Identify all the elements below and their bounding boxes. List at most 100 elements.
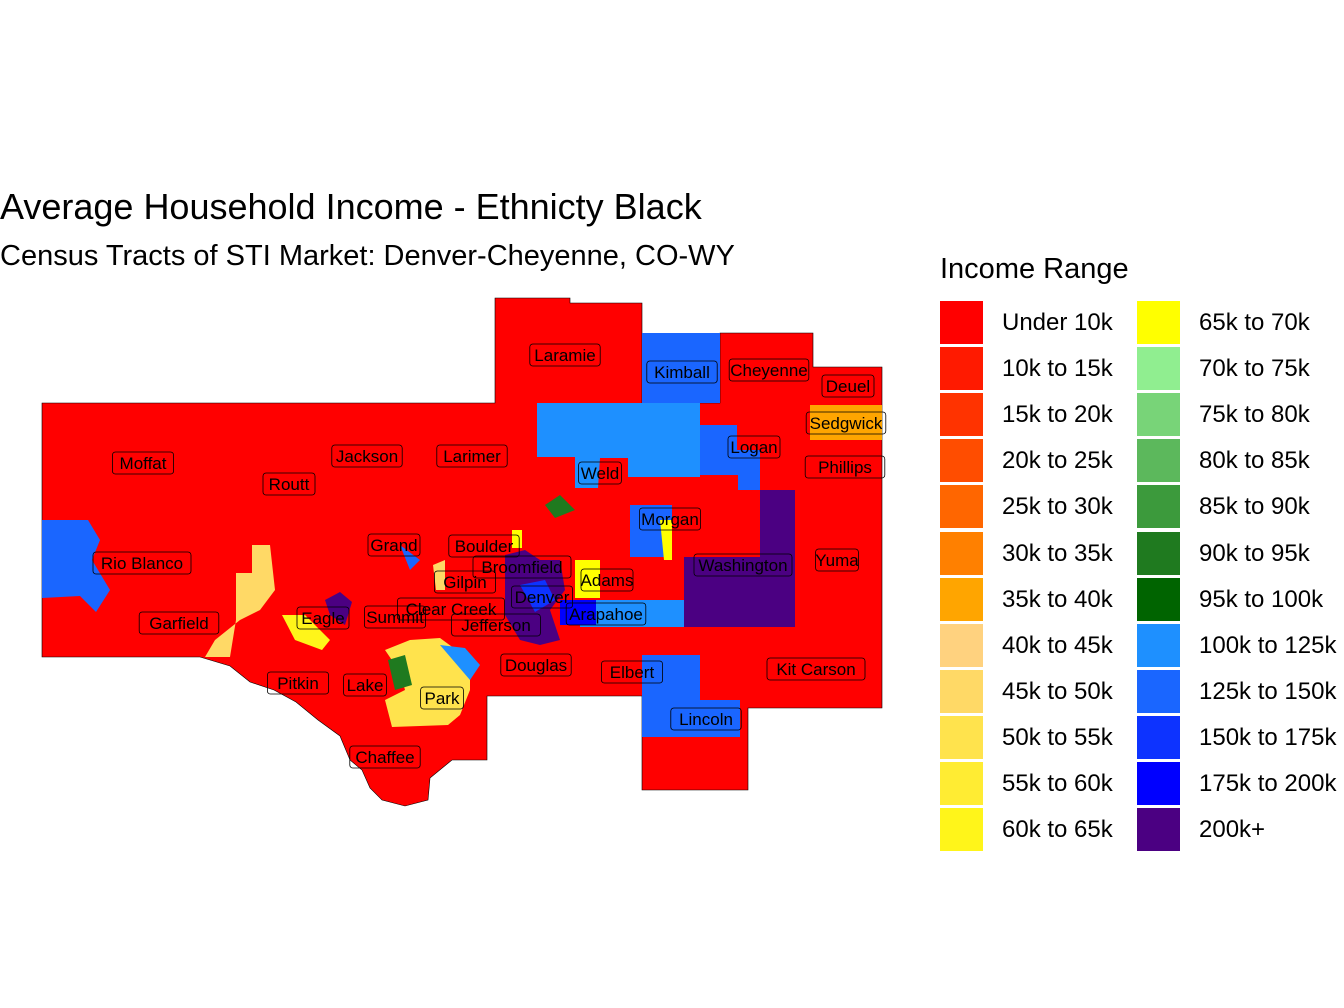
legend-swatch	[940, 393, 983, 437]
choropleth-map: Laramie Kimball Cheyenne Deuel Sedgwick Logan…	[41, 297, 887, 807]
legend-label: 35k to 40k	[1002, 585, 1113, 613]
legend-swatch	[940, 808, 983, 852]
county-label-box	[766, 657, 866, 681]
legend-label: 100k to 125k	[1199, 631, 1337, 659]
legend-swatch	[940, 762, 983, 805]
legend-swatch	[940, 485, 983, 529]
legend-label: 80k to 85k	[1199, 447, 1310, 475]
legend-label: 175k to 200k	[1199, 770, 1337, 797]
county-label: Sedgwick	[805, 411, 887, 435]
legend-label: 10k to 15k	[1002, 355, 1113, 383]
legend-title: Income Range	[940, 253, 1129, 285]
county-label: Lincoln	[670, 707, 742, 731]
county-label-text: Cheyenne	[730, 361, 808, 380]
legend-swatch	[1137, 485, 1180, 529]
tract-larimer-green	[545, 495, 575, 518]
legend-label: 25k to 30k	[1002, 493, 1113, 521]
legend-label: 70k to 75k	[1199, 355, 1310, 383]
county-label-text: Routt	[269, 475, 310, 494]
county-label-box	[510, 585, 573, 609]
county-label: Morgan	[639, 507, 702, 531]
county-label-text: Arapahoe	[569, 605, 643, 624]
county-label: Washington	[693, 553, 793, 577]
county-label-text: Washington	[698, 556, 787, 575]
legend-label: 75k to 80k	[1199, 401, 1310, 429]
legend-label: 15k to 20k	[1002, 401, 1113, 429]
tract-garfield	[205, 545, 275, 657]
county-label-text: Denver	[515, 588, 570, 607]
county-label-text: Yuma	[815, 551, 859, 570]
tract-boulder-yellow	[512, 530, 522, 548]
county-label-text: Adams	[581, 571, 634, 590]
county-label-text: Elbert	[610, 663, 655, 682]
tract-lake-green	[388, 655, 412, 690]
county-label-text: Boulder	[455, 537, 514, 556]
county-label-text: Lake	[347, 676, 384, 695]
county-label-text: Douglas	[505, 656, 567, 675]
county-label: Yuma	[815, 548, 859, 572]
county-label-text: Weld	[581, 464, 619, 483]
county-label-box	[112, 451, 175, 475]
legend-swatch	[940, 347, 983, 391]
legend-label: 125k to 150k	[1199, 677, 1337, 705]
county-label: Deuel	[821, 374, 875, 398]
county-label-box	[363, 605, 426, 629]
county-label-text: Jackson	[336, 447, 398, 466]
county-label: Denver	[510, 585, 573, 609]
legend-swatch	[1137, 301, 1180, 344]
county-label: Cheyenne	[728, 358, 810, 382]
county-label-box	[804, 455, 886, 479]
county-label-box	[331, 444, 403, 468]
legend-swatch	[1137, 347, 1180, 391]
county-label-box	[472, 555, 572, 579]
tract-morgan	[630, 505, 672, 557]
county-label-box	[436, 444, 508, 468]
county-label-text: Larimer	[443, 447, 501, 466]
county-label-text: Kit Carson	[776, 660, 855, 679]
county-label-box	[693, 553, 793, 577]
county-label-box	[821, 374, 875, 398]
tract-arapahoe-east	[580, 600, 684, 627]
tract-arapahoe-blue	[560, 600, 596, 625]
county-label-text: Sedgwick	[810, 414, 883, 433]
county-label-text: Eagle	[301, 609, 344, 628]
legend-swatch	[940, 531, 983, 575]
county-label-text: Garfield	[149, 614, 209, 633]
county-label: Phillips	[804, 455, 886, 479]
county-label-box	[580, 568, 634, 592]
legend-label: 40k to 45k	[1002, 631, 1113, 659]
county-label: Garfield	[138, 611, 220, 635]
county-label-text: Park	[425, 689, 460, 708]
county-label: Weld	[578, 461, 622, 485]
tract-washington	[684, 490, 795, 627]
county-label-box	[670, 707, 742, 731]
chart-title: Average Household Income - Ethnicty Blac…	[0, 186, 702, 227]
county-label-box	[448, 534, 520, 558]
legend-label: 50k to 55k	[1002, 723, 1113, 751]
legend-swatch	[940, 301, 983, 344]
legend-swatch	[940, 623, 983, 667]
county-label-box	[396, 597, 505, 621]
county-label: Summit	[363, 605, 426, 629]
county-label-box	[565, 602, 647, 626]
county-label-text: Broomfield	[481, 558, 562, 577]
county-label-box	[433, 570, 496, 594]
legend-swatch	[1137, 531, 1180, 575]
county-label: Logan	[727, 435, 781, 459]
county-label: Laramie	[529, 343, 601, 367]
county-label-box	[815, 548, 859, 572]
county-label: Jackson	[331, 444, 403, 468]
legend-swatch	[940, 439, 983, 483]
county-label: Routt	[262, 472, 316, 496]
legend-label: 65k to 70k	[1199, 309, 1310, 336]
tract-park	[385, 638, 470, 727]
county-label: Moffat	[112, 451, 175, 475]
county-label-text: Lincoln	[679, 710, 733, 729]
county-label-box	[262, 472, 316, 496]
county-label: Kit Carson	[766, 657, 866, 681]
legend-label: 150k to 175k	[1199, 723, 1337, 751]
tract-weld-east	[537, 403, 700, 488]
county-label: Jefferson	[451, 613, 541, 637]
county-label-box	[639, 507, 702, 531]
county-label-box	[92, 551, 192, 575]
